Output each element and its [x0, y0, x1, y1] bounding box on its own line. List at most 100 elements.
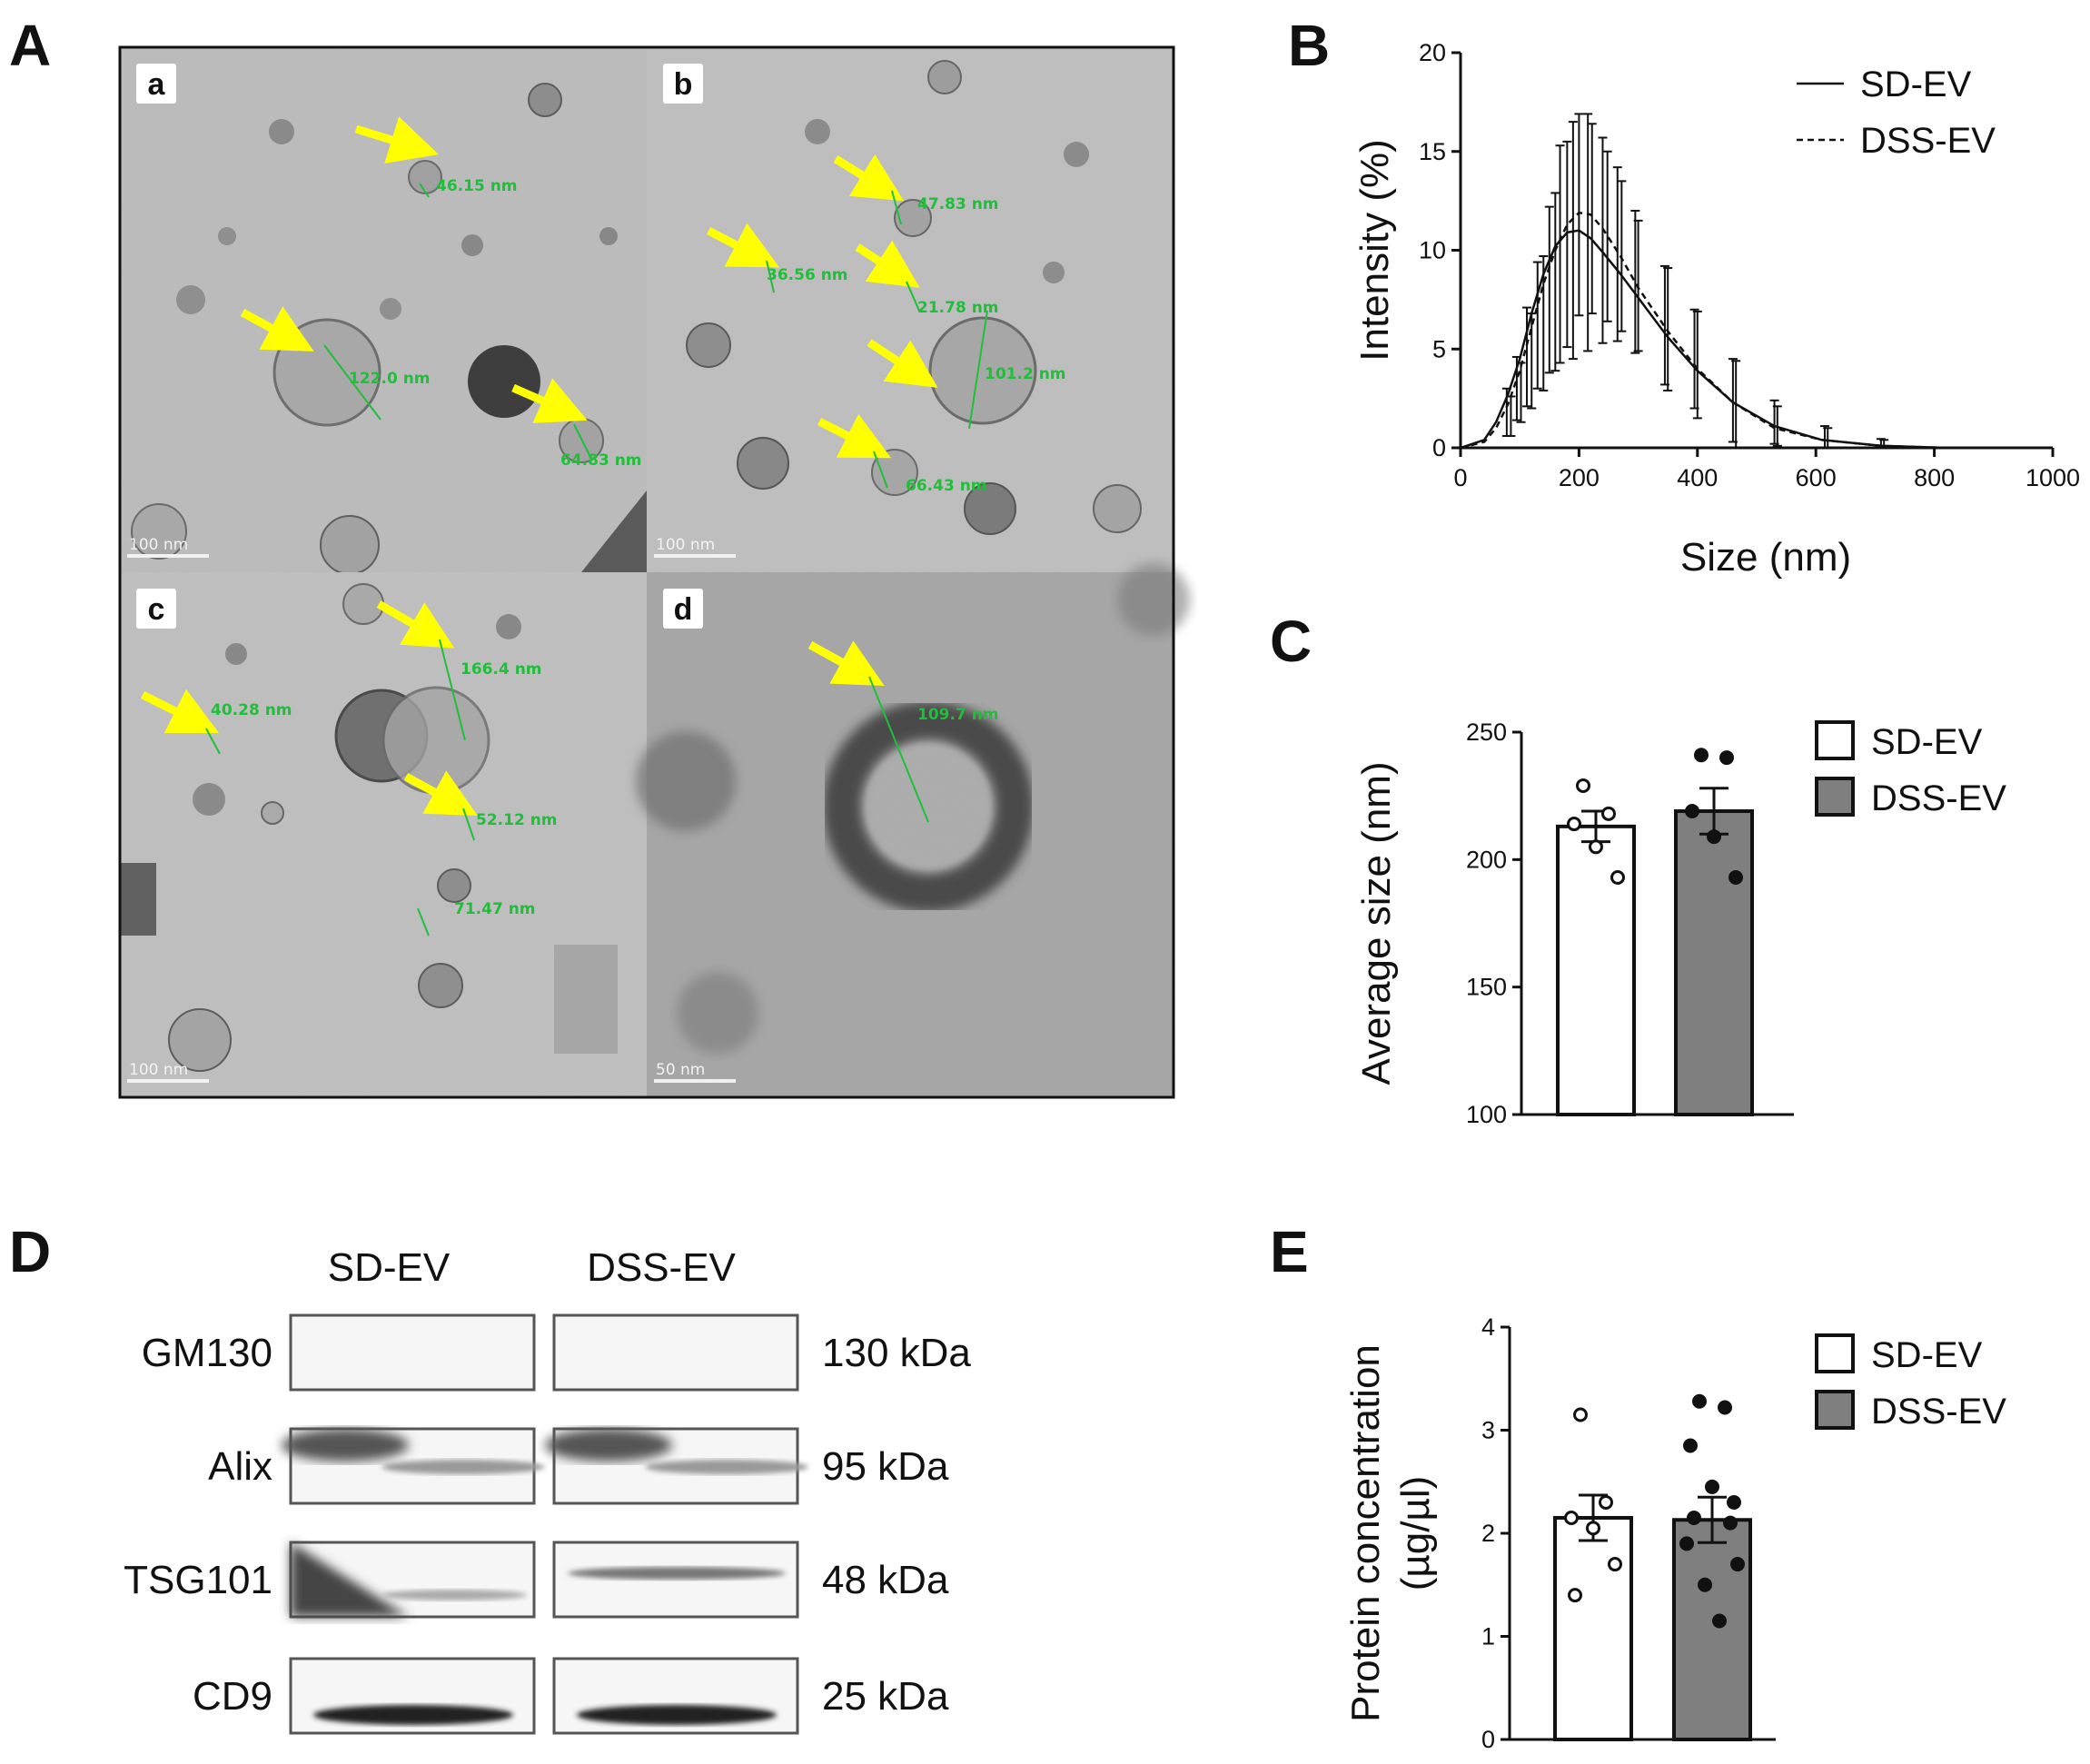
measurement-line [419, 183, 430, 198]
measurement-line [417, 907, 430, 937]
panel-label-a: A [9, 13, 51, 78]
y-axis-label: Average size (nm) [1354, 761, 1399, 1085]
y-tick-label: 250 [1466, 718, 1507, 746]
data-point [1601, 806, 1616, 821]
measurement-label: 52.12 nm [476, 811, 558, 829]
measurement-label: 66.43 nm [906, 477, 987, 495]
x-tick-label: 200 [1559, 464, 1600, 491]
data-point [1718, 1400, 1732, 1415]
data-point [1728, 869, 1743, 885]
wb-band [282, 1429, 409, 1462]
wb-lane-box [552, 1313, 799, 1392]
bar-dss-ev [1674, 809, 1754, 1116]
measurement-label: 21.78 nm [917, 299, 999, 317]
y-axis-label-line1: Protein concentration [1343, 1344, 1388, 1722]
subpanel-letter-box [136, 589, 176, 629]
scale-bar-label: 100 nm [129, 536, 188, 554]
y-tick-label: 150 [1466, 974, 1507, 1001]
data-point [1687, 1510, 1701, 1525]
legend-label: SD-EV [1871, 722, 1983, 762]
measurement-line [573, 423, 593, 461]
legend-label: SD-EV [1871, 1335, 1983, 1375]
panel-label-e: E [1270, 1219, 1309, 1284]
micrograph-d [636, 563, 1190, 1097]
y-tick-label: 1 [1481, 1623, 1495, 1650]
western-blot-panel: SD-EV DSS-EV GM130 130 kDa Alix 95 kDa TSG101 4… [124, 1245, 971, 1735]
measurement-line [205, 728, 221, 755]
bar-sd-ev [1553, 1515, 1633, 1741]
measurement-line [873, 451, 888, 489]
subpanel-letter-c: c [148, 592, 165, 627]
wb-weight-label: 25 kDa [822, 1674, 949, 1719]
subpanel-letter-a: a [148, 67, 166, 102]
subpanel-letter-d: d [674, 592, 693, 627]
measurement-label: 46.15 nm [436, 177, 518, 195]
micrograph-c [120, 572, 647, 1097]
data-point [1692, 1393, 1707, 1409]
measurement-line [891, 190, 902, 225]
measurement-label: 101.2 nm [985, 365, 1066, 383]
data-point [1564, 1510, 1579, 1525]
data-point [1576, 778, 1590, 793]
yellow-arrow-icon [833, 154, 904, 202]
y-tick-label: 10 [1419, 237, 1446, 264]
data-point [1685, 804, 1699, 819]
wb-lane-box [289, 1313, 536, 1392]
scale-bar-label: 50 nm [656, 1061, 705, 1079]
measurement-label: 166.4 nm [461, 660, 542, 679]
yellow-arrow-icon [867, 339, 938, 388]
wb-band [545, 1429, 672, 1462]
data-point [1707, 829, 1721, 845]
y-tick-label: 0 [1481, 1726, 1495, 1753]
x-tick-label: 400 [1677, 464, 1718, 491]
data-point [1679, 1536, 1694, 1551]
protein-concentration-chart: 0 1 2 3 4 Protein concentration (µg/µl) SD-EV DS… [1343, 1313, 2006, 1753]
x-tick-label: 0 [1453, 464, 1467, 491]
yellow-arrow-icon [403, 770, 478, 816]
data-point [1568, 1588, 1582, 1603]
y-axis-label: Intensity (%) [1352, 139, 1397, 362]
data-point [1586, 1521, 1600, 1536]
data-point [1589, 839, 1603, 855]
panel-label-b: B [1288, 13, 1330, 78]
yellow-arrow-icon [807, 640, 885, 687]
data-point [1705, 1479, 1719, 1494]
measurement-line [766, 260, 775, 293]
y-tick-label: 5 [1432, 335, 1446, 362]
y-tick-label: 4 [1481, 1313, 1495, 1341]
scale-bar-label: 100 nm [129, 1061, 188, 1079]
yellow-arrow-icon [140, 689, 220, 734]
subpanel-letter-box [663, 64, 703, 104]
micrograph-b [647, 47, 1174, 572]
wb-band [645, 1460, 808, 1474]
data-point [1694, 748, 1709, 763]
data-point [1608, 1557, 1622, 1572]
subpanel-letter-box [136, 64, 176, 104]
y-tick-label: 15 [1419, 138, 1446, 165]
wb-band [577, 1705, 777, 1725]
legend-label: DSS-EV [1860, 121, 1996, 161]
measurement-line [868, 676, 929, 823]
micrograph-a [120, 47, 647, 575]
data-point [1719, 750, 1734, 766]
measurement-line [439, 639, 466, 741]
wb-weight-label: 95 kDa [822, 1444, 949, 1489]
wb-protein-label: GM130 [142, 1331, 272, 1375]
yellow-arrow-icon [240, 306, 314, 352]
measurement-label: 64.83 nm [560, 451, 642, 470]
x-tick-label: 1000 [2026, 464, 2080, 491]
wb-protein-label: Alix [208, 1444, 272, 1489]
measurement-label: 40.28 nm [211, 701, 292, 719]
wb-band [313, 1705, 513, 1725]
measurement-line [906, 281, 920, 312]
legend-label: DSS-EV [1871, 1392, 2006, 1432]
measurement-line [968, 310, 988, 430]
subpanel-letter-box [663, 589, 703, 629]
wb-column-label: DSS-EV [587, 1245, 736, 1290]
x-axis-label: Size (nm) [1680, 535, 1851, 580]
wb-column-label: SD-EV [328, 1245, 451, 1290]
data-point [1723, 1515, 1738, 1531]
wb-weight-label: 130 kDa [822, 1331, 971, 1375]
